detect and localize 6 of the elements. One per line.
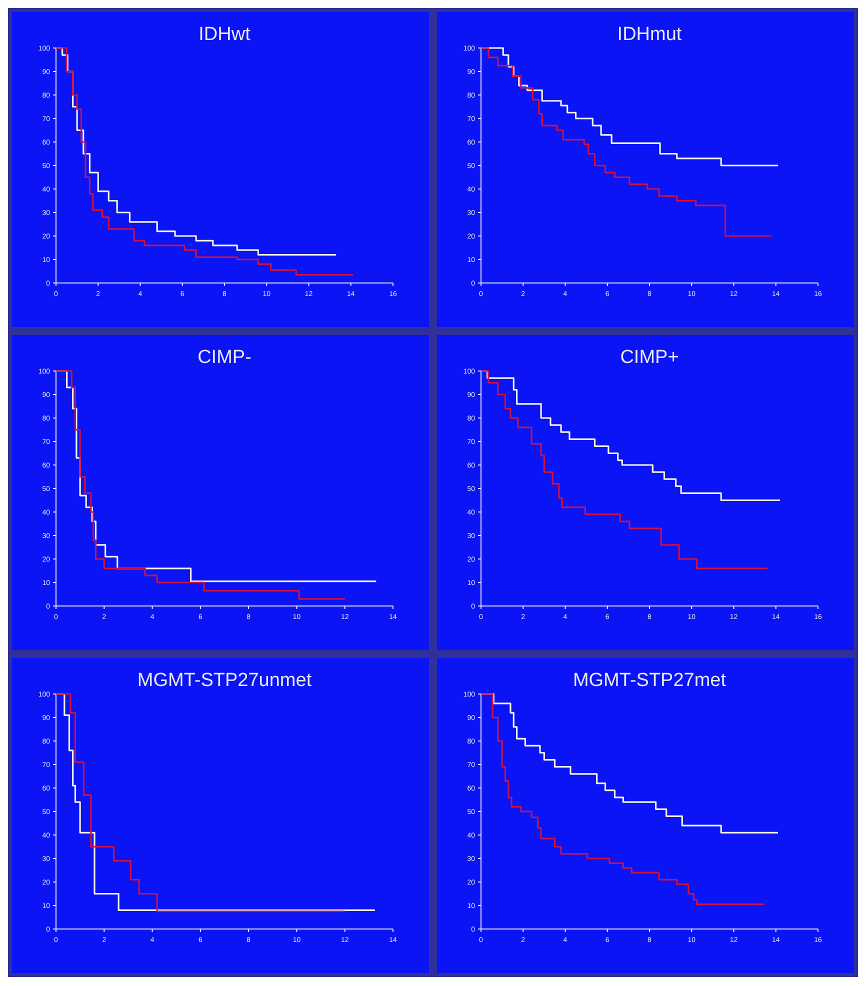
chart-title: MGMT-STP27met — [572, 670, 727, 691]
chart-title: IDHwt — [198, 24, 252, 45]
chart-title: CIMP+ — [620, 347, 679, 368]
chart-title: MGMT-STP27unmet — [137, 670, 312, 691]
chart-title: CIMP- — [198, 347, 252, 368]
chart-title: IDHmut — [617, 24, 682, 45]
